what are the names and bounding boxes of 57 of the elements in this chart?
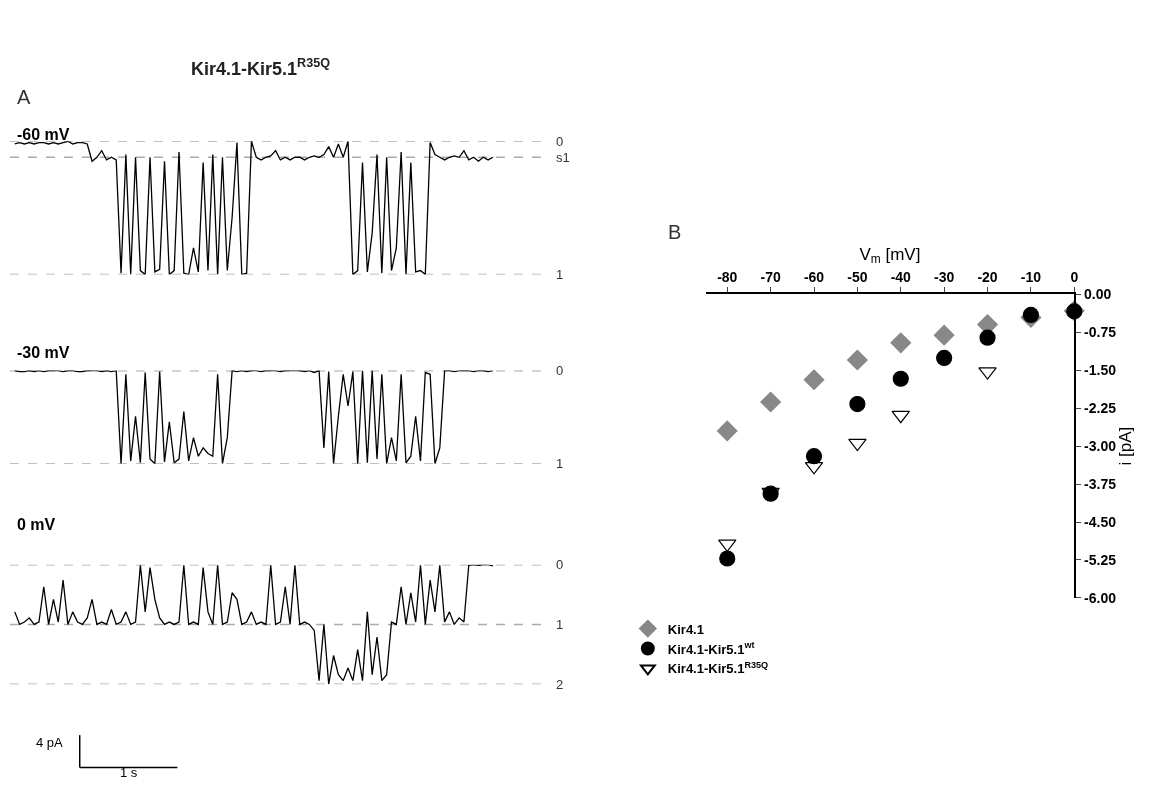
line-series (14, 141, 494, 275)
x-tick-label: -20 (977, 268, 998, 285)
y-tick-label: 0 (556, 133, 564, 149)
point (890, 332, 912, 354)
y-axis-title: i [pA] (1116, 426, 1136, 466)
y-tick-label: -6.00 (1084, 589, 1117, 606)
y-tick-label: -0.75 (1084, 324, 1117, 341)
point (716, 420, 738, 442)
x-axis-title: V$_{m}$ [mV] (859, 244, 921, 267)
x-tick-label: -80 (717, 268, 738, 285)
point (847, 349, 868, 371)
chart-title: Kir4.1-Kir5.1$^{R35Q}$ (191, 56, 331, 79)
text: B (668, 221, 682, 243)
point (849, 395, 866, 413)
text: 4 pA (36, 735, 64, 750)
line-series (14, 564, 494, 685)
y-tick-label: 1 (556, 456, 564, 472)
y-tick-label: -2.25 (1084, 400, 1117, 416)
point (848, 438, 867, 452)
x-tick-label: -30 (934, 268, 955, 285)
y-tick-label: 1 (556, 267, 564, 283)
y-tick-label: 2 (556, 676, 564, 692)
legend-label: Kir4.1-Kir5.1$^{R35Q}$ (667, 660, 769, 677)
y-tick-label: s1 (556, 149, 570, 165)
y-tick-label: 0 (556, 557, 564, 573)
point (719, 550, 736, 567)
legend-label: Kir4.1-Kir5.1$^{wt}$ (667, 640, 755, 657)
x-tick-label: -10 (1020, 268, 1042, 285)
y-tick-label: -4.50 (1084, 513, 1117, 530)
y-tick-label: 0 (556, 363, 564, 379)
line-series (14, 370, 494, 464)
point (933, 324, 955, 346)
chart-subtitle: -30 mV (17, 344, 70, 361)
x-tick-label: -60 (803, 268, 825, 285)
x-tick-label: -40 (890, 268, 912, 285)
point (803, 369, 825, 391)
legend-label: Kir4.1 (667, 621, 704, 637)
y-tick-label: -3.00 (1084, 437, 1117, 454)
point (804, 461, 824, 475)
point (805, 448, 823, 465)
point (760, 391, 781, 413)
chart-subtitle: -60 mV (17, 126, 70, 143)
point (979, 329, 996, 346)
text: A (17, 86, 31, 108)
y-tick-label: -3.75 (1084, 475, 1117, 492)
y-tick-label: 0.00 (1084, 286, 1112, 303)
point (936, 349, 953, 367)
y-tick-label: -1.50 (1084, 362, 1117, 379)
chart-subtitle: 0 mV (17, 516, 56, 533)
y-tick-label: 1 (556, 616, 564, 632)
x-tick-label: -50 (847, 268, 868, 285)
x-tick-label: -70 (760, 268, 781, 285)
y-tick-label: -5.25 (1084, 551, 1117, 568)
point (892, 370, 909, 387)
text: 1 s (120, 765, 138, 780)
point (891, 410, 911, 424)
x-tick-label: 0 (1070, 268, 1079, 285)
